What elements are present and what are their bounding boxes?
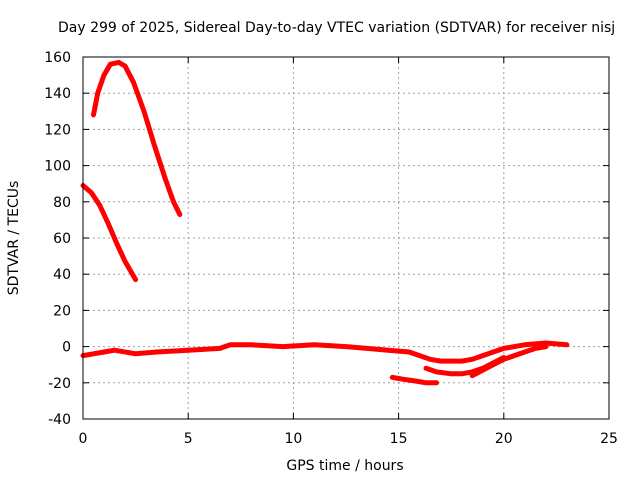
y-tick-label: 160 [44,50,71,66]
series-arc-2 [80,183,139,283]
x-tick-label: 0 [79,431,88,447]
chart-title: Day 299 of 2025, Sidereal Day-to-day VTE… [58,20,615,36]
series-arc-3 [80,340,570,364]
x-tick-label: 20 [495,431,513,447]
y-tick-label: -40 [48,412,71,428]
x-tick-label: 25 [600,431,618,447]
series-arc-6 [469,344,549,379]
x-tick-label: 10 [284,431,302,447]
series-arc-1 [91,59,183,217]
grid-layer [83,57,609,419]
y-tick-label: 0 [62,340,71,356]
y-tick-label: 40 [53,267,71,283]
x-tick-label: 5 [184,431,193,447]
y-tick-label: 100 [44,159,71,175]
tick-layer: 0 5 10 15 20 25 -40 -20 0 20 40 60 80 100 120 140 160 [44,50,618,447]
y-tick-label: 60 [53,231,71,247]
series-layer [80,59,570,386]
y-tick-label: -20 [48,376,71,392]
x-axis-label: GPS time / hours [286,458,403,474]
plot-frame [82,56,610,420]
y-tick-label: 20 [53,303,71,319]
y-tick-label: 80 [53,195,71,211]
x-tick-label: 15 [390,431,408,447]
y-tick-label: 120 [44,122,71,138]
y-axis-label: SDTVAR / TECUs [6,181,22,296]
series-arc-4 [389,374,439,386]
y-tick-label: 140 [44,86,71,102]
